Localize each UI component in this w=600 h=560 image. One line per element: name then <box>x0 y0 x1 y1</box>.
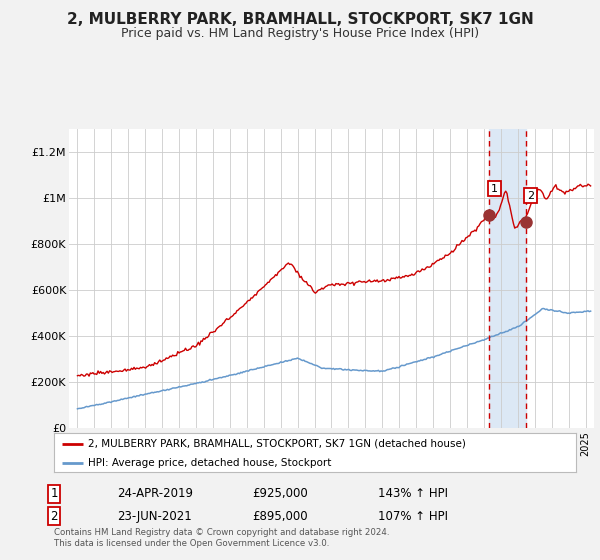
Bar <box>490 129 526 428</box>
Text: 2: 2 <box>527 190 535 200</box>
Text: 24-APR-2019: 24-APR-2019 <box>117 487 193 501</box>
Text: 1: 1 <box>491 184 498 194</box>
Text: 2, MULBERRY PARK, BRAMHALL, STOCKPORT, SK7 1GN (detached house): 2, MULBERRY PARK, BRAMHALL, STOCKPORT, S… <box>88 438 466 449</box>
Text: 1: 1 <box>50 487 58 501</box>
Text: £925,000: £925,000 <box>252 487 308 501</box>
Text: 107% ↑ HPI: 107% ↑ HPI <box>378 510 448 523</box>
Text: HPI: Average price, detached house, Stockport: HPI: Average price, detached house, Stoc… <box>88 458 331 468</box>
Text: 2: 2 <box>50 510 58 523</box>
Text: Price paid vs. HM Land Registry's House Price Index (HPI): Price paid vs. HM Land Registry's House … <box>121 27 479 40</box>
Text: 143% ↑ HPI: 143% ↑ HPI <box>378 487 448 501</box>
Text: Contains HM Land Registry data © Crown copyright and database right 2024.
This d: Contains HM Land Registry data © Crown c… <box>54 528 389 548</box>
Text: 2, MULBERRY PARK, BRAMHALL, STOCKPORT, SK7 1GN: 2, MULBERRY PARK, BRAMHALL, STOCKPORT, S… <box>67 12 533 27</box>
Text: £895,000: £895,000 <box>252 510 308 523</box>
Text: 23-JUN-2021: 23-JUN-2021 <box>117 510 192 523</box>
